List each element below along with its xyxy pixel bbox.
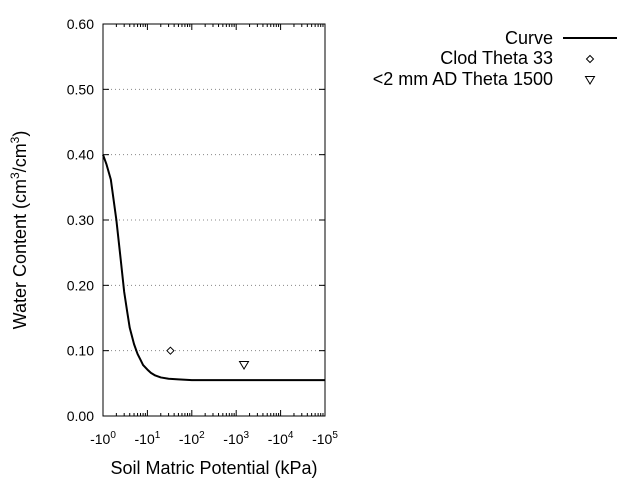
legend-label: <2 mm AD Theta 1500 [373,69,553,89]
x-tick-label: -101 [135,430,161,447]
legend-label: Curve [505,28,553,48]
legend-swatch-diamond [585,54,595,64]
y-tick-label: 0.00 [67,408,94,424]
y-tick-label: 0.60 [67,16,94,32]
y-tick-label: 0.40 [67,147,94,163]
theta-1500-point [238,361,250,371]
y-tick-label: 0.50 [67,81,94,97]
clod-theta-33-point [166,346,175,355]
y-axis-title: Water Content (cm3/cm3) [8,131,30,330]
x-tick-label: -105 [312,430,338,447]
y-tick-label: 0.20 [67,277,94,293]
grid-lines [103,88,325,352]
x-tick-label: -103 [223,430,249,447]
curve-line [102,154,325,382]
legend-swatch-triangle-down [584,76,596,85]
x-axis: -100 -101 -102 -103 -104 -105 [90,24,338,447]
x-tick-label: -104 [268,430,294,447]
x-tick-label: -102 [179,430,205,447]
x-axis-title: Soil Matric Potential (kPa) [110,458,317,478]
y-tick-label: 0.30 [67,212,94,228]
legend-label: Clod Theta 33 [440,48,553,68]
series-layer [102,154,325,382]
x-tick-label: -100 [90,430,116,447]
y-tick-label: 0.10 [67,343,94,359]
y-axis: 0.00 0.10 0.20 0.30 0.40 0.50 0.60 [67,16,325,424]
